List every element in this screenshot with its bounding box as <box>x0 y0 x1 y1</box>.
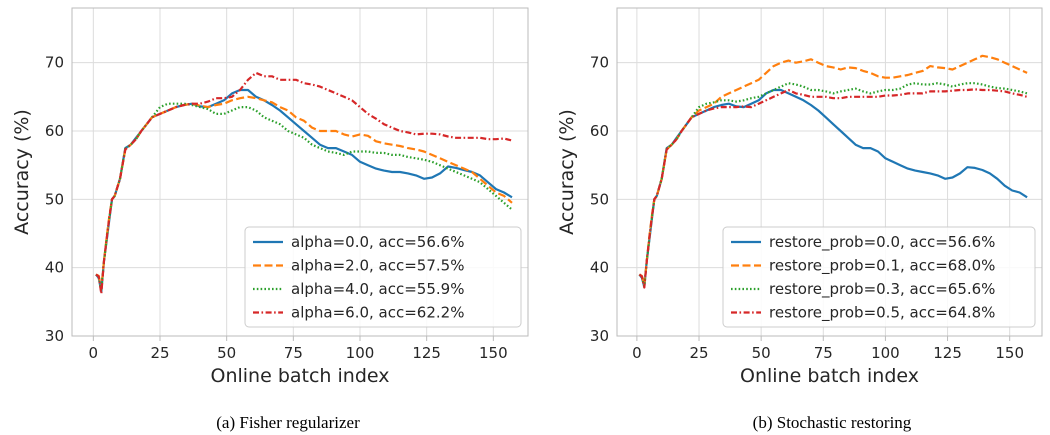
x-tick-label: 75 <box>284 344 303 362</box>
x-axis-label: Online batch index <box>740 365 919 387</box>
y-tick-label: 50 <box>45 190 64 208</box>
x-tick-label: 75 <box>814 344 833 362</box>
y-tick-label: 30 <box>590 327 609 345</box>
legend-box <box>244 226 522 328</box>
x-tick-label: 25 <box>150 344 169 362</box>
subplot-fisher-regularizer: 0 25 50 75 100 125 150 30 40 50 60 70 Online batch i… <box>11 7 529 432</box>
x-tick-label: 125 <box>933 344 962 362</box>
x-tick-label: 100 <box>346 344 375 362</box>
y-tick-label: 40 <box>45 259 64 277</box>
legend-entry-label: alpha=2.0, acc=57.5% <box>291 257 464 275</box>
series-line-3 <box>638 88 1028 289</box>
x-tick-label: 100 <box>871 344 900 362</box>
y-tick-label: 40 <box>590 259 609 277</box>
subplot-caption: (b) Stochastic restoring <box>753 413 912 432</box>
x-tick-label: 50 <box>752 344 771 362</box>
legend-entry-label: restore_prob=0.5, acc=64.8% <box>769 304 995 323</box>
legend: alpha=0.0, acc=56.6% alpha=2.0, acc=57.5%… <box>244 226 522 328</box>
legend: restore_prob=0.0, acc=56.6% restore_prob=… <box>722 226 1036 328</box>
x-tick-label: 150 <box>479 344 508 362</box>
y-tick-label: 60 <box>45 122 64 140</box>
legend-entry-label: alpha=0.0, acc=56.6% <box>291 233 464 251</box>
y-tick-label: 60 <box>590 122 609 140</box>
series-line-2 <box>638 82 1028 288</box>
legend-box <box>722 226 1036 328</box>
x-tick-label: 50 <box>217 344 236 362</box>
x-tick-label: 125 <box>412 344 441 362</box>
legend-entry-label: alpha=6.0, acc=62.2% <box>291 304 464 322</box>
y-tick-label: 50 <box>590 190 609 208</box>
subplot-stochastic-restoring: 0 25 50 75 100 125 150 30 40 50 60 70 Online batch i… <box>556 7 1043 432</box>
axes-frame <box>616 7 1043 337</box>
legend-entry-label: restore_prob=0.1, acc=68.0% <box>769 257 995 276</box>
y-tick-label: 70 <box>590 54 609 72</box>
y-axis-label: Accuracy (%) <box>556 109 578 235</box>
y-tick-label: 30 <box>45 327 64 345</box>
x-tick-label: 0 <box>89 344 99 362</box>
legend-entry-label: restore_prob=0.0, acc=56.6% <box>769 233 995 252</box>
x-tick-label: 150 <box>995 344 1024 362</box>
x-tick-label: 0 <box>632 344 642 362</box>
series-line-3 <box>95 71 513 295</box>
x-axis-label: Online batch index <box>211 365 390 387</box>
legend-entry-label: alpha=4.0, acc=55.9% <box>291 280 464 298</box>
legend-entry-label: restore_prob=0.3, acc=65.6% <box>769 280 995 299</box>
x-tick-label: 25 <box>689 344 708 362</box>
y-tick-label: 70 <box>45 54 64 72</box>
axes-frame <box>71 7 529 337</box>
y-axis-label: Accuracy (%) <box>11 109 33 235</box>
subplot-caption: (a) Fisher regularizer <box>216 413 360 432</box>
series-line-2 <box>95 102 513 291</box>
